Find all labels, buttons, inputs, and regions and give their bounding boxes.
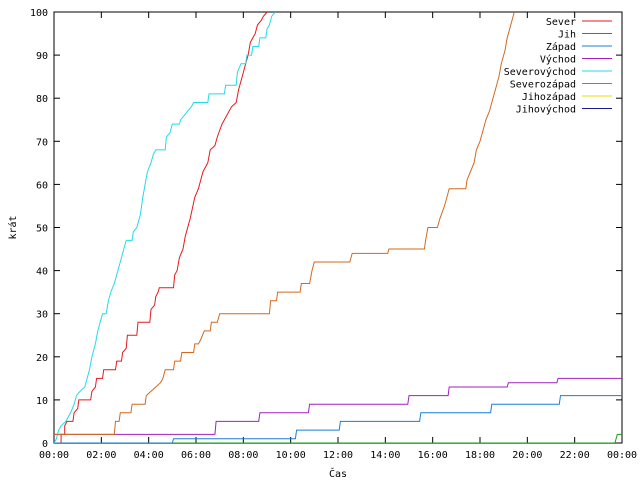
x-tick-label: 20:00 bbox=[512, 450, 542, 461]
x-tick-label: 22:00 bbox=[560, 450, 590, 461]
series-vychod-line bbox=[54, 377, 622, 435]
series-severovychod-line bbox=[54, 12, 276, 443]
x-tick-label: 06:00 bbox=[181, 450, 211, 461]
series-layer bbox=[54, 12, 622, 443]
y-tick-label: 20 bbox=[36, 353, 48, 364]
x-tick-label: 00:00 bbox=[39, 450, 69, 461]
legend-label-series-zapad: Západ bbox=[546, 41, 576, 53]
y-tick-label: 40 bbox=[36, 267, 48, 278]
x-tick-label: 10:00 bbox=[276, 450, 306, 461]
series-zapad-line bbox=[54, 395, 622, 443]
x-axis-title: Čas bbox=[329, 467, 347, 480]
y-tick-label: 100 bbox=[30, 8, 48, 19]
series-sever-line bbox=[60, 12, 268, 443]
legend-label-series-vychod: Východ bbox=[540, 54, 576, 66]
ticks-layer: 0 10 20 30 40 50 60 70 80 90 100 00:00 02:00 04:00 06:… bbox=[30, 8, 637, 461]
y-tick-label: 10 bbox=[36, 396, 48, 407]
legend-label-series-severovychod: Severovýchod bbox=[504, 66, 576, 78]
y-axis-title: krát bbox=[7, 215, 19, 239]
y-tick-label: 30 bbox=[36, 310, 48, 321]
legend-label-series-jih: Jih bbox=[558, 30, 576, 41]
series-severozapad-line bbox=[54, 12, 515, 435]
x-tick-label: 02:00 bbox=[86, 450, 116, 461]
x-tick-label: 04:00 bbox=[134, 450, 164, 461]
x-tick-label: 14:00 bbox=[370, 450, 400, 461]
legend-label-series-sever: Sever bbox=[546, 17, 576, 28]
x-tick-label: 12:00 bbox=[323, 450, 353, 461]
y-tick-label: 0 bbox=[42, 439, 48, 450]
legend: Sever JihZápadVýchodSeverovýchodSeverozáp… bbox=[504, 17, 612, 116]
series-jih-line bbox=[54, 433, 622, 443]
x-tick-label: 08:00 bbox=[228, 450, 258, 461]
x-tick-label: 18:00 bbox=[465, 450, 495, 461]
x-tick-label: 16:00 bbox=[418, 450, 448, 461]
y-tick-label: 80 bbox=[36, 94, 48, 105]
x-tick-label: 00:00 bbox=[607, 450, 637, 461]
legend-label-series-severozapad: Severozápad bbox=[510, 79, 576, 91]
y-tick-label: 70 bbox=[36, 137, 48, 148]
y-tick-label: 50 bbox=[36, 224, 48, 235]
legend-label-series-jihovychod: Jihovýchod bbox=[516, 104, 576, 116]
y-tick-label: 60 bbox=[36, 180, 48, 191]
legend-label-series-jihozapad: Jihozápad bbox=[522, 91, 576, 103]
y-tick-label: 90 bbox=[36, 51, 48, 62]
